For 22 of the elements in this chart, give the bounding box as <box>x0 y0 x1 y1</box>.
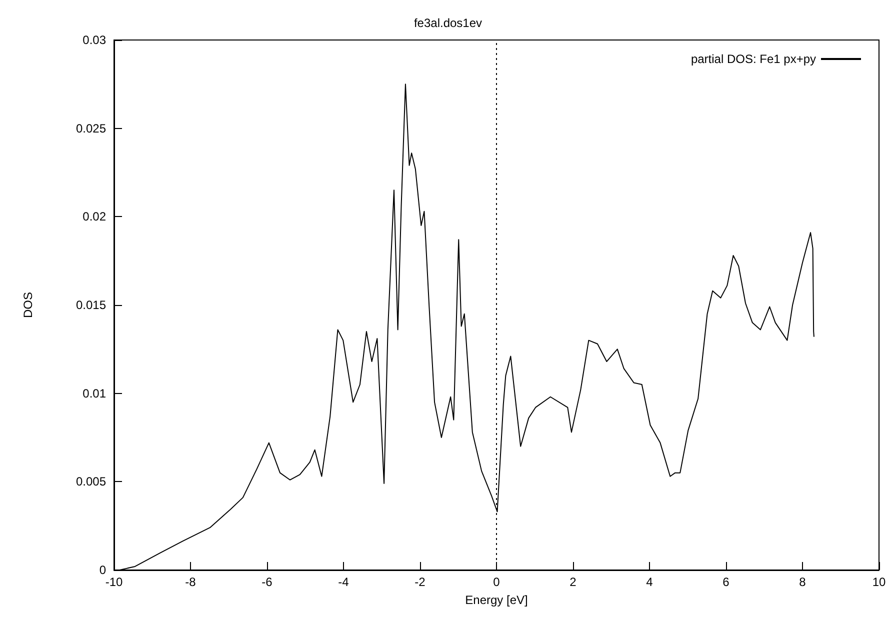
x-axis-title: Energy [eV] <box>465 593 528 607</box>
x-tick-label: -2 <box>414 575 426 589</box>
chart-title: fe3al.dos1ev <box>414 16 482 30</box>
x-tick-label: -8 <box>185 575 196 589</box>
y-tick-label: 0.03 <box>82 33 106 47</box>
x-tick-label: -10 <box>105 575 123 589</box>
y-tick-label: 0 <box>99 563 106 577</box>
y-axis-title: DOS <box>21 292 35 318</box>
x-tick-label: -4 <box>338 575 350 589</box>
x-tick-label: 4 <box>646 575 654 589</box>
y-tick-label: 0.015 <box>76 298 106 312</box>
x-tick-label: 10 <box>872 575 886 589</box>
x-tick-label: 6 <box>722 575 730 589</box>
x-tick-label: -6 <box>262 575 273 589</box>
y-tick-label: 0.005 <box>76 474 106 489</box>
y-tick-label: 0.02 <box>82 210 106 224</box>
y-tick-label: 0.025 <box>76 121 106 136</box>
x-tick-label: 0 <box>493 575 500 589</box>
legend-label: partial DOS: Fe1 px+py <box>690 52 816 66</box>
y-tick-label: 0.01 <box>82 386 106 400</box>
x-tick-label: 2 <box>570 575 577 589</box>
x-tick-label: 8 <box>799 575 806 589</box>
